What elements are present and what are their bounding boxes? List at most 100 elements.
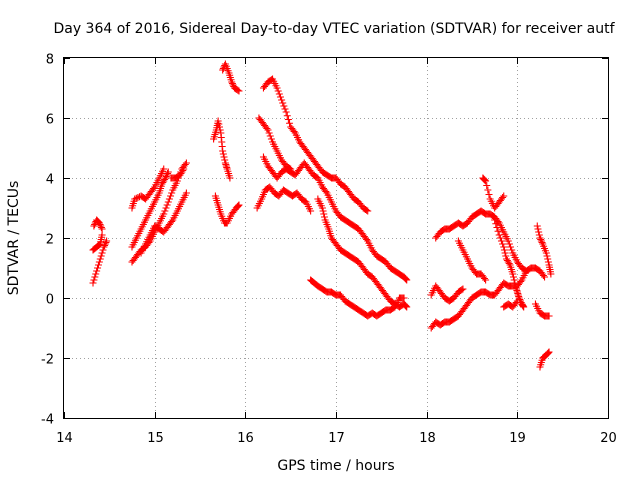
data-point	[235, 87, 243, 95]
data-point	[286, 119, 294, 127]
data-point	[402, 302, 410, 310]
data-point	[132, 194, 140, 202]
data-point	[283, 112, 291, 120]
data-point	[91, 273, 99, 281]
data-point	[493, 224, 501, 231]
data-point	[101, 242, 109, 249]
data-point	[483, 182, 491, 189]
data-point	[539, 272, 547, 279]
series-s19	[432, 207, 549, 281]
data-point	[482, 177, 490, 185]
data-point	[505, 240, 513, 248]
data-point	[102, 239, 110, 246]
y-tick-label: 8	[46, 53, 54, 68]
data-point	[95, 219, 103, 227]
data-point	[401, 302, 409, 309]
x-tick-label: 15	[147, 431, 164, 446]
data-point	[541, 273, 549, 281]
data-point	[89, 279, 97, 287]
data-point	[219, 150, 227, 158]
series-s17	[307, 276, 408, 320]
series-s11	[219, 60, 243, 95]
data-point	[221, 156, 229, 164]
data-point	[500, 243, 508, 251]
data-point	[495, 231, 503, 239]
y-tick-label: -4	[41, 413, 54, 428]
data-point	[219, 66, 227, 74]
series-s2	[89, 231, 106, 254]
data-point	[90, 222, 98, 230]
grid-layer	[64, 58, 608, 418]
data-point	[103, 237, 111, 245]
x-tick-label: 17	[328, 431, 345, 446]
data-point	[402, 275, 410, 283]
data-point	[535, 228, 543, 236]
data-point	[480, 176, 488, 183]
series-s25	[533, 222, 555, 278]
data-point	[492, 220, 500, 228]
data-point	[98, 231, 106, 239]
data-point	[226, 174, 234, 182]
data-point	[214, 117, 222, 125]
data-point	[282, 108, 290, 116]
y-axis-label: SDTVAR / TECUs	[6, 181, 22, 296]
data-point	[320, 210, 328, 218]
data-point	[215, 120, 223, 128]
data-point	[161, 207, 169, 215]
data-point	[509, 270, 517, 278]
data-point	[97, 224, 105, 231]
data-point	[499, 240, 507, 248]
data-point	[319, 207, 327, 215]
data-point	[520, 303, 528, 311]
data-point	[219, 147, 227, 155]
data-point	[500, 246, 508, 254]
data-point	[97, 252, 105, 260]
data-point	[164, 198, 172, 206]
data-point	[511, 279, 519, 287]
data-point	[94, 264, 102, 272]
data-point	[90, 276, 98, 284]
data-point	[494, 227, 502, 235]
data-point	[544, 258, 552, 266]
data-point	[543, 252, 551, 260]
data-point	[403, 303, 411, 311]
series-s15	[253, 183, 315, 215]
data-point	[497, 237, 505, 245]
series-s1	[89, 237, 111, 287]
data-point	[179, 167, 187, 174]
data-point	[280, 102, 288, 110]
data-point	[163, 171, 171, 179]
data-point	[484, 186, 492, 194]
data-point	[95, 241, 103, 249]
data-point	[266, 132, 274, 140]
data-point	[545, 348, 553, 356]
series-s20	[454, 237, 490, 284]
data-point	[180, 165, 188, 173]
y-tick-label: -2	[41, 353, 54, 368]
data-point	[542, 249, 550, 257]
data-point	[509, 273, 517, 281]
data-point	[363, 206, 371, 214]
data-point	[512, 299, 520, 306]
data-point	[458, 286, 466, 294]
tick-layer: 14 15 16 17 18 19 20 -4 -2 0 2 4 6 8	[41, 53, 617, 447]
data-point	[93, 267, 101, 275]
x-tick-label: 16	[237, 431, 254, 446]
data-point	[267, 135, 275, 143]
data-point	[290, 128, 298, 135]
data-point	[508, 246, 516, 254]
data-point	[400, 294, 408, 302]
series-s14	[259, 153, 411, 284]
data-point	[499, 194, 507, 201]
data-point	[534, 225, 542, 233]
data-point	[96, 255, 104, 263]
data-point	[99, 246, 107, 254]
data-point	[235, 201, 243, 209]
data-point	[481, 176, 489, 184]
plot-frame	[63, 57, 609, 419]
data-point	[538, 239, 546, 246]
data-point	[263, 125, 271, 132]
data-point	[536, 234, 544, 242]
series-s3	[90, 216, 106, 233]
y-tick-label: 4	[46, 173, 54, 188]
